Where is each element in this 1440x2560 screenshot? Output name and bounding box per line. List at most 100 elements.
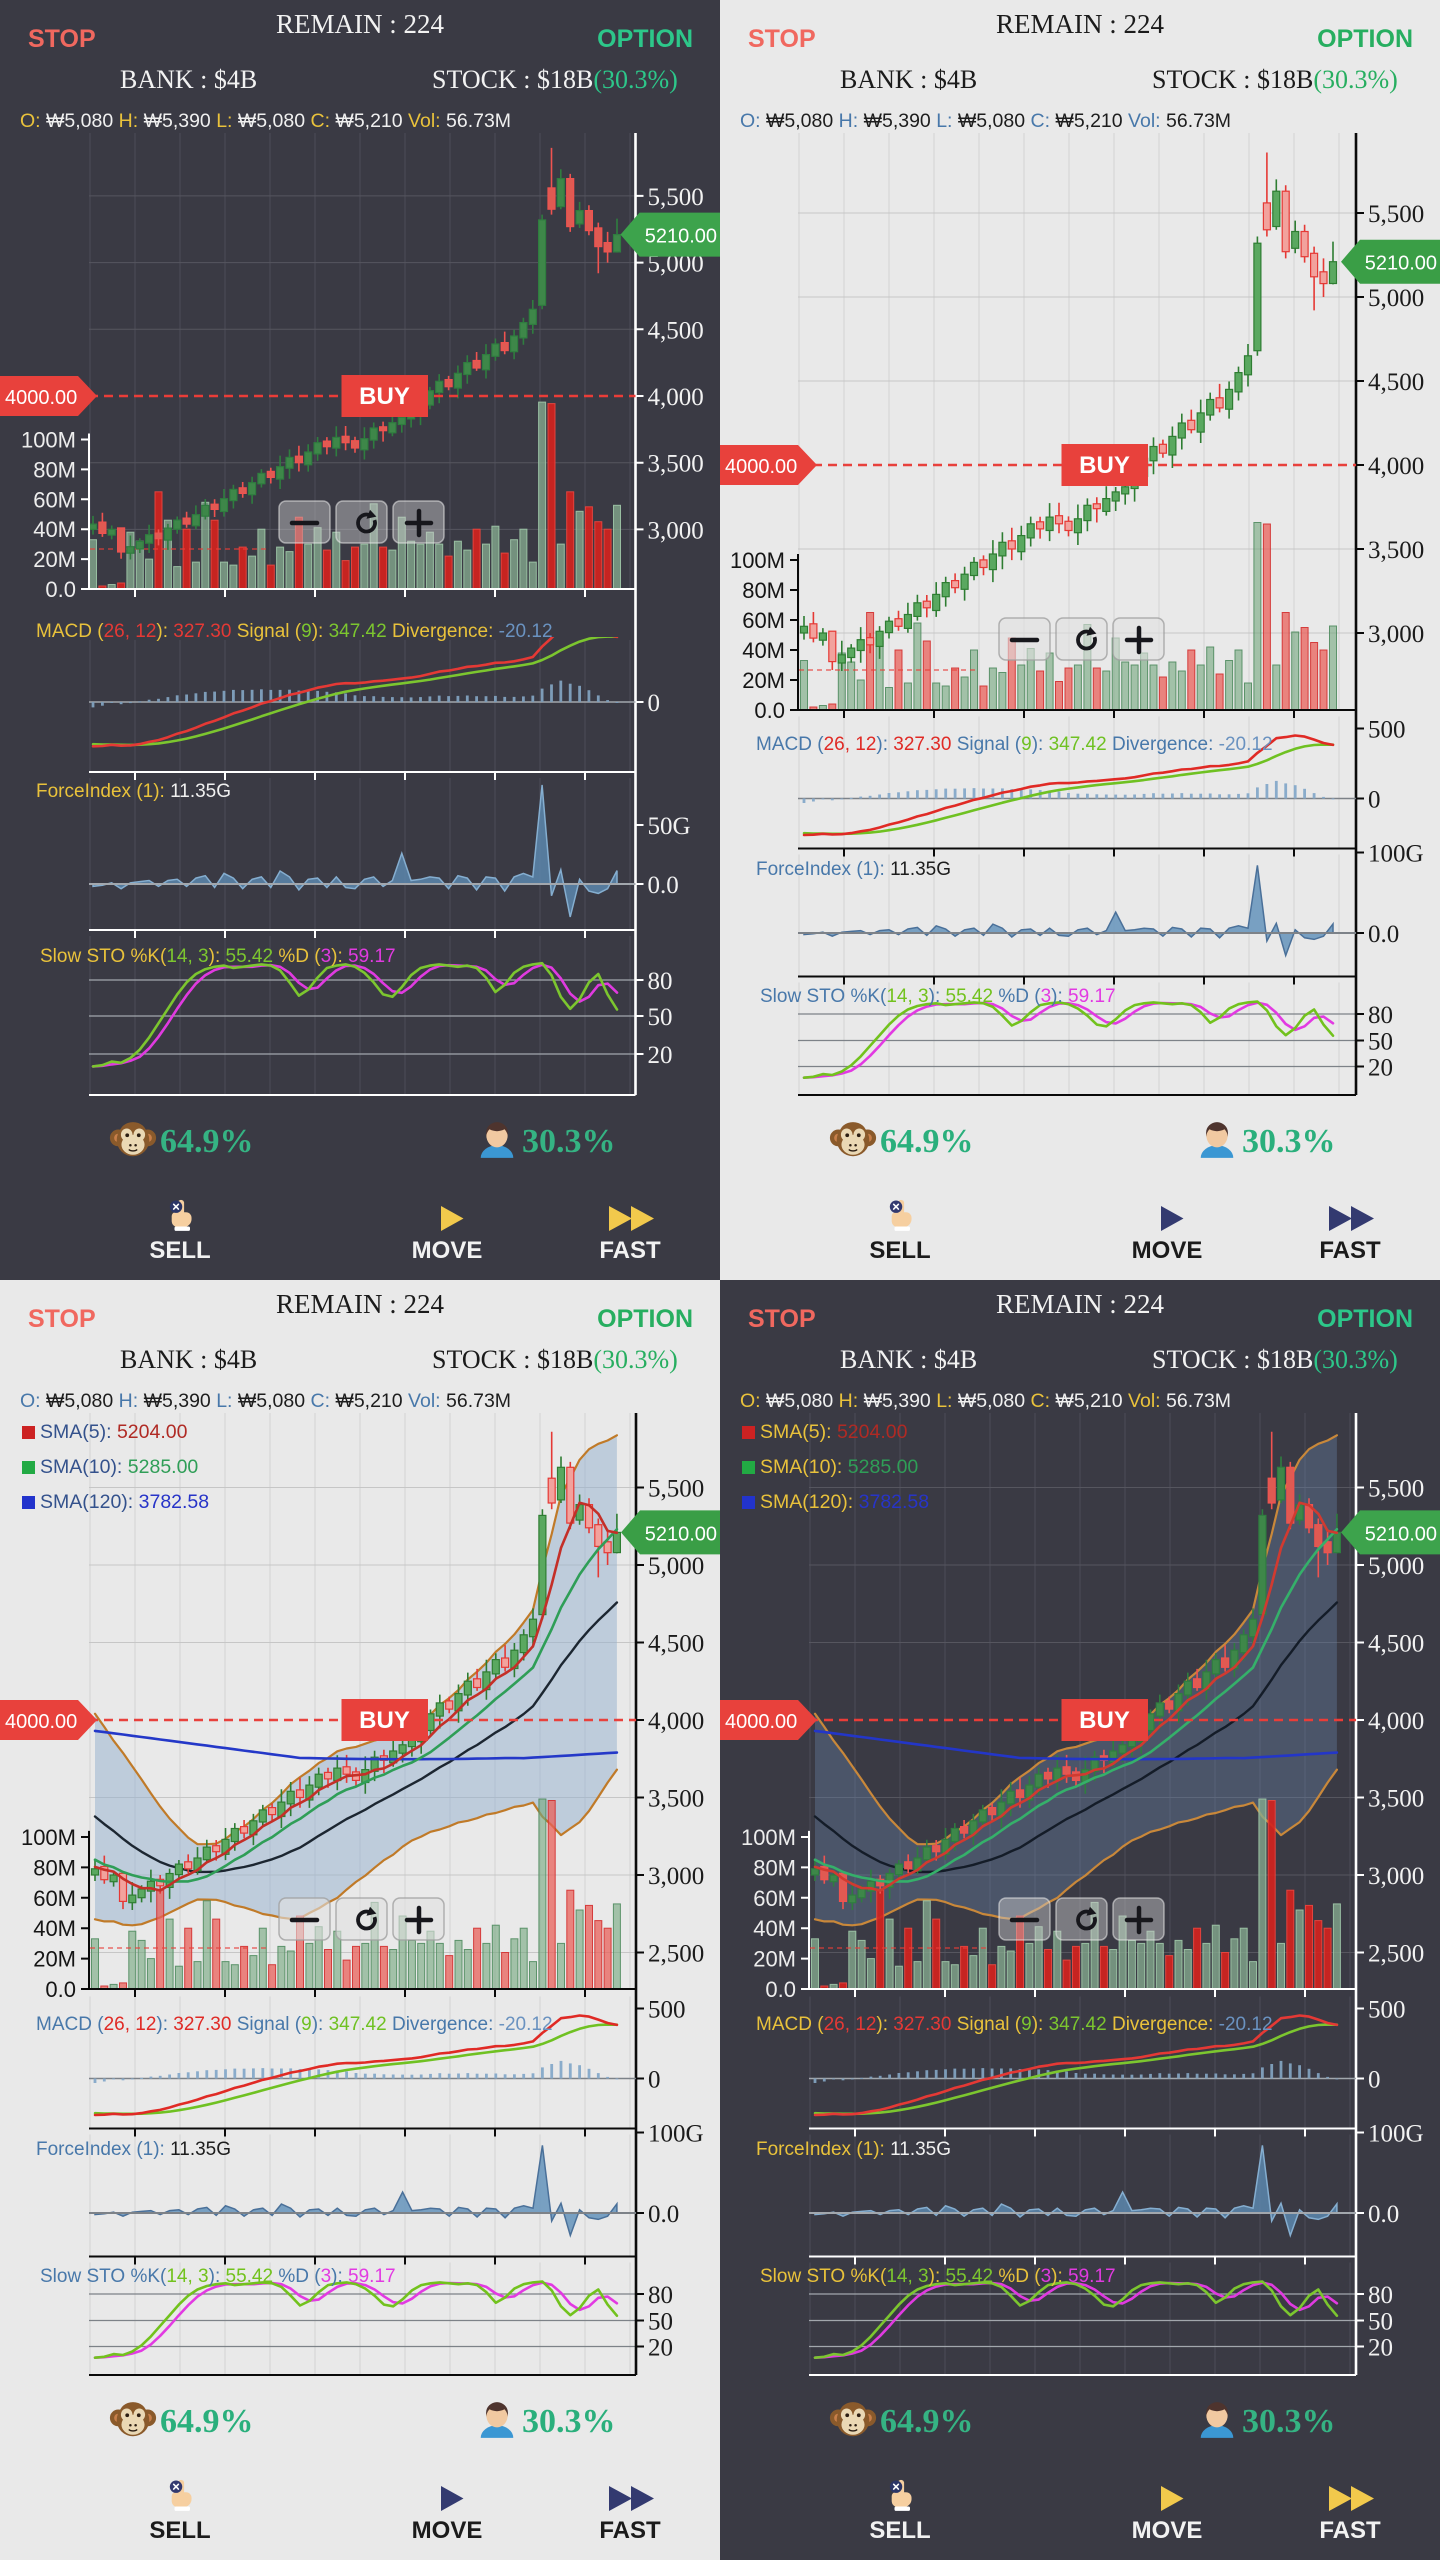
svg-text:30.3%: 30.3% xyxy=(1242,1123,1336,1160)
svg-text:100M: 100M xyxy=(730,548,785,573)
svg-text:Slow STO %K(14, 3): 55.42 %D (: Slow STO %K(14, 3): 55.42 %D (3): 59.17 xyxy=(760,2266,1116,2287)
svg-text:100M: 100M xyxy=(21,428,76,453)
svg-text:4,000: 4,000 xyxy=(648,384,704,411)
svg-text:64.9%: 64.9% xyxy=(160,1123,254,1160)
svg-text:80: 80 xyxy=(1368,2282,1393,2309)
svg-text:500: 500 xyxy=(1368,1997,1406,2024)
svg-text:BUY: BUY xyxy=(359,383,410,410)
svg-text:REMAIN : 224: REMAIN : 224 xyxy=(276,9,444,39)
svg-text:BUY: BUY xyxy=(359,1707,410,1734)
svg-text:500: 500 xyxy=(1368,717,1406,744)
svg-text:100G: 100G xyxy=(648,2121,704,2148)
svg-text:3,000: 3,000 xyxy=(648,517,704,544)
svg-text:REMAIN : 224: REMAIN : 224 xyxy=(996,9,1164,39)
svg-text:20M: 20M xyxy=(753,1947,796,1972)
svg-text:MOVE: MOVE xyxy=(412,2517,483,2544)
svg-text:100G: 100G xyxy=(1368,2121,1424,2148)
svg-text:STOCK : $18B(30.3%): STOCK : $18B(30.3%) xyxy=(1152,1345,1398,1374)
svg-text:BUY: BUY xyxy=(1079,452,1130,479)
svg-text:SELL: SELL xyxy=(149,1237,210,1264)
svg-text:4,000: 4,000 xyxy=(1368,1708,1424,1735)
svg-text:BANK : $4B: BANK : $4B xyxy=(120,65,257,94)
svg-text:64.9%: 64.9% xyxy=(880,1123,974,1160)
svg-text:MACD (26, 12): 327.30 Signal (: MACD (26, 12): 327.30 Signal (9): 347.42… xyxy=(36,2014,553,2035)
svg-text:4000.00: 4000.00 xyxy=(725,456,797,478)
svg-text:OPTION: OPTION xyxy=(1317,25,1413,53)
svg-text:5,500: 5,500 xyxy=(648,1476,704,1503)
svg-text:0.0: 0.0 xyxy=(648,872,679,899)
svg-text:MACD (26, 12): 327.30 Signal (: MACD (26, 12): 327.30 Signal (9): 347.42… xyxy=(36,621,553,642)
svg-text:ForceIndex (1): 11.35G: ForceIndex (1): 11.35G xyxy=(756,859,951,880)
svg-text:5210.00: 5210.00 xyxy=(1365,253,1437,275)
svg-text:0: 0 xyxy=(648,2067,661,2094)
svg-text:50: 50 xyxy=(648,2309,673,2336)
svg-text:60M: 60M xyxy=(33,487,76,512)
svg-text:BANK : $4B: BANK : $4B xyxy=(840,1345,977,1374)
svg-text:60M: 60M xyxy=(753,1886,796,1911)
svg-text:0.0: 0.0 xyxy=(765,1977,796,2002)
svg-text:2,500: 2,500 xyxy=(648,1941,704,1968)
svg-text:5,500: 5,500 xyxy=(648,184,704,211)
svg-text:50: 50 xyxy=(1368,1029,1393,1056)
svg-text:2,500: 2,500 xyxy=(1368,1941,1424,1968)
svg-text:ForceIndex (1): 11.35G: ForceIndex (1): 11.35G xyxy=(36,781,231,802)
svg-text:SMA(120): 3782.58: SMA(120): 3782.58 xyxy=(40,1491,209,1513)
svg-text:SMA(10): 5285.00: SMA(10): 5285.00 xyxy=(760,1456,918,1478)
svg-text:5,000: 5,000 xyxy=(1368,1553,1424,1580)
svg-text:0.0: 0.0 xyxy=(648,2201,679,2228)
svg-text:80M: 80M xyxy=(33,1855,76,1880)
svg-text:OPTION: OPTION xyxy=(1317,1305,1413,1333)
svg-text:BANK : $4B: BANK : $4B xyxy=(120,1345,257,1374)
svg-text:O: ₩5,080 H: ₩5,390 L: ₩5,080: O: ₩5,080 H: ₩5,390 L: ₩5,080 C: ₩5,210 … xyxy=(740,1390,1231,1412)
svg-text:4000.00: 4000.00 xyxy=(5,1711,77,1733)
svg-text:40M: 40M xyxy=(33,1916,76,1941)
svg-text:100G: 100G xyxy=(1368,841,1424,868)
svg-text:STOCK : $18B(30.3%): STOCK : $18B(30.3%) xyxy=(432,1345,678,1374)
svg-text:0.0: 0.0 xyxy=(45,1977,76,2002)
svg-text:4,500: 4,500 xyxy=(648,317,704,344)
svg-text:60M: 60M xyxy=(742,608,785,633)
svg-text:5210.00: 5210.00 xyxy=(645,1523,717,1545)
svg-text:STOP: STOP xyxy=(28,25,96,53)
svg-text:ForceIndex (1): 11.35G: ForceIndex (1): 11.35G xyxy=(36,2139,231,2160)
svg-text:20M: 20M xyxy=(33,547,76,572)
svg-text:5,500: 5,500 xyxy=(1368,1476,1424,1503)
svg-text:STOCK : $18B(30.3%): STOCK : $18B(30.3%) xyxy=(1152,65,1398,94)
svg-text:20: 20 xyxy=(648,2335,673,2362)
svg-text:4000.00: 4000.00 xyxy=(725,1711,797,1733)
svg-text:3,000: 3,000 xyxy=(1368,621,1424,648)
svg-text:MACD (26, 12): 327.30 Signal (: MACD (26, 12): 327.30 Signal (9): 347.42… xyxy=(756,734,1273,755)
svg-text:50: 50 xyxy=(648,1004,673,1031)
svg-text:4000.00: 4000.00 xyxy=(5,387,77,409)
svg-text:30.3%: 30.3% xyxy=(522,1123,616,1160)
svg-text:5210.00: 5210.00 xyxy=(1365,1523,1437,1545)
svg-text:0.0: 0.0 xyxy=(754,698,785,723)
svg-text:64.9%: 64.9% xyxy=(880,2403,974,2440)
svg-text:SMA(120): 3782.58: SMA(120): 3782.58 xyxy=(760,1491,929,1513)
svg-text:SMA(5): 5204.00: SMA(5): 5204.00 xyxy=(40,1421,188,1443)
svg-text:OPTION: OPTION xyxy=(597,1305,693,1333)
svg-text:4,000: 4,000 xyxy=(1368,453,1424,480)
svg-text:0.0: 0.0 xyxy=(1368,921,1399,948)
svg-text:Slow STO %K(14, 3): 55.42 %D (: Slow STO %K(14, 3): 55.42 %D (3): 59.17 xyxy=(760,986,1116,1007)
svg-text:BANK : $4B: BANK : $4B xyxy=(840,65,977,94)
svg-text:64.9%: 64.9% xyxy=(160,2403,254,2440)
svg-text:0: 0 xyxy=(1368,787,1381,814)
svg-text:MACD (26, 12): 327.30 Signal (: MACD (26, 12): 327.30 Signal (9): 347.42… xyxy=(756,2014,1273,2035)
svg-text:STOP: STOP xyxy=(748,1305,816,1333)
svg-text:REMAIN : 224: REMAIN : 224 xyxy=(996,1289,1164,1319)
svg-text:SMA(5): 5204.00: SMA(5): 5204.00 xyxy=(760,1421,908,1443)
svg-text:80M: 80M xyxy=(33,457,76,482)
svg-text:80: 80 xyxy=(1368,1002,1393,1029)
svg-text:5,000: 5,000 xyxy=(1368,285,1424,312)
svg-text:FAST: FAST xyxy=(1319,1237,1381,1264)
svg-text:REMAIN : 224: REMAIN : 224 xyxy=(276,1289,444,1319)
svg-text:5,500: 5,500 xyxy=(1368,201,1424,228)
svg-text:50G: 50G xyxy=(648,813,691,840)
svg-text:3,500: 3,500 xyxy=(1368,1786,1424,1813)
svg-text:SMA(10): 5285.00: SMA(10): 5285.00 xyxy=(40,1456,198,1478)
svg-text:STOP: STOP xyxy=(28,1305,96,1333)
svg-text:50: 50 xyxy=(1368,2309,1393,2336)
svg-text:4,000: 4,000 xyxy=(648,1708,704,1735)
svg-text:Slow STO %K(14, 3): 55.42 %D (: Slow STO %K(14, 3): 55.42 %D (3): 59.17 xyxy=(40,2266,396,2287)
